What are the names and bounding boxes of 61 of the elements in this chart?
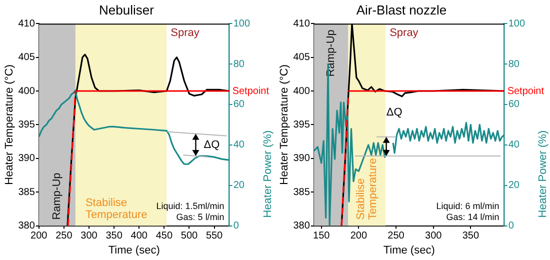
band-label: Stabilise Temperature bbox=[85, 196, 148, 221]
chart-title: Nebuliser bbox=[99, 2, 155, 18]
x-tick-label: 450 bbox=[156, 230, 173, 242]
annotation: ΔQ bbox=[204, 138, 220, 151]
annotation: ΔQ bbox=[386, 106, 403, 118]
y2-tick-label: 100 bbox=[508, 18, 526, 30]
y-tick-label: 400 bbox=[293, 86, 310, 97]
x-tick-label: 300 bbox=[425, 230, 442, 242]
annotation: Liquid: 6 ml/min bbox=[436, 200, 500, 211]
x-tick-label: 200 bbox=[350, 230, 368, 242]
series-label: Setpoint bbox=[507, 86, 544, 97]
y2-tick-label: 20 bbox=[508, 180, 520, 192]
y-tick-label: 380 bbox=[18, 220, 36, 232]
y2-axis-title: Heater Power (%) bbox=[537, 130, 550, 218]
y2-tick-label: 0 bbox=[508, 220, 514, 232]
y2-tick-label: 60 bbox=[233, 99, 245, 110]
y-tick-label: 410 bbox=[293, 18, 310, 30]
y-axis-title: Heater Temperature (°C) bbox=[278, 64, 291, 185]
y-tick-label: 405 bbox=[18, 52, 36, 64]
y2-tick-label: 100 bbox=[233, 18, 250, 30]
y2-tick-label: 80 bbox=[233, 58, 245, 70]
series-label: Setpoint bbox=[232, 86, 270, 97]
band-label: Stabilise Temperature bbox=[354, 158, 379, 220]
y2-tick-label: 20 bbox=[233, 180, 245, 192]
y2-axis-title: Heater Power (%) bbox=[262, 130, 274, 218]
y2-tick-label: 60 bbox=[508, 99, 520, 110]
annotation: Gas: 5 l/min bbox=[176, 212, 224, 222]
y2-tick-label: 40 bbox=[508, 140, 520, 151]
y2-tick-label: 0 bbox=[233, 220, 240, 232]
x-tick-label: 550 bbox=[206, 230, 224, 242]
y-axis-title: Heater Temperature (°C) bbox=[4, 64, 16, 185]
x-tick-label: 150 bbox=[313, 230, 330, 242]
band-label: Ramp-Up bbox=[51, 172, 64, 220]
y-tick-label: 385 bbox=[18, 186, 36, 198]
annotation: Spray bbox=[390, 27, 419, 40]
x-tick-label: 500 bbox=[180, 230, 198, 242]
y-tick-label: 385 bbox=[293, 186, 310, 198]
y-tick-label: 390 bbox=[293, 153, 310, 164]
y-tick-label: 410 bbox=[18, 18, 36, 30]
band-label: Ramp-Up bbox=[325, 30, 338, 77]
y-tick-label: 395 bbox=[18, 119, 36, 130]
chart-title: Air-Blast nozzle bbox=[356, 2, 447, 18]
y-tick-label: 395 bbox=[293, 119, 310, 130]
x-tick-label: 250 bbox=[388, 230, 405, 242]
x-tick-label: 200 bbox=[30, 230, 48, 242]
y2-tick-label: 80 bbox=[508, 58, 520, 70]
y-tick-label: 380 bbox=[293, 220, 310, 232]
x-tick-label: 350 bbox=[106, 230, 123, 242]
y-tick-label: 405 bbox=[293, 52, 310, 64]
annotation: Liquid: 1.5ml/min bbox=[156, 200, 224, 211]
x-tick-label: 300 bbox=[80, 230, 98, 242]
x-axis-title: Time (sec) bbox=[383, 244, 435, 256]
x-tick-label: 250 bbox=[56, 230, 73, 242]
annotation: Gas: 14 l/min bbox=[446, 212, 500, 222]
y2-tick-label: 40 bbox=[233, 140, 245, 151]
y-tick-label: 390 bbox=[18, 153, 36, 164]
annotation: Spray bbox=[170, 27, 200, 40]
x-tick-label: 400 bbox=[130, 230, 148, 242]
x-tick-label: 350 bbox=[462, 230, 480, 242]
y-tick-label: 400 bbox=[18, 86, 36, 97]
x-axis-title: Time (sec) bbox=[108, 244, 160, 256]
